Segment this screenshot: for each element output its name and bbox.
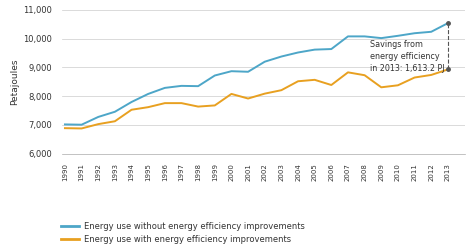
Text: Savings from
energy efficiency
in 2013: 1,613.2 PJ: Savings from energy efficiency in 2013: … bbox=[370, 40, 444, 73]
Legend: Energy use without energy efficiency improvements, Energy use with energy effici: Energy use without energy efficiency imp… bbox=[61, 222, 304, 244]
Y-axis label: Petajoules: Petajoules bbox=[10, 59, 19, 105]
